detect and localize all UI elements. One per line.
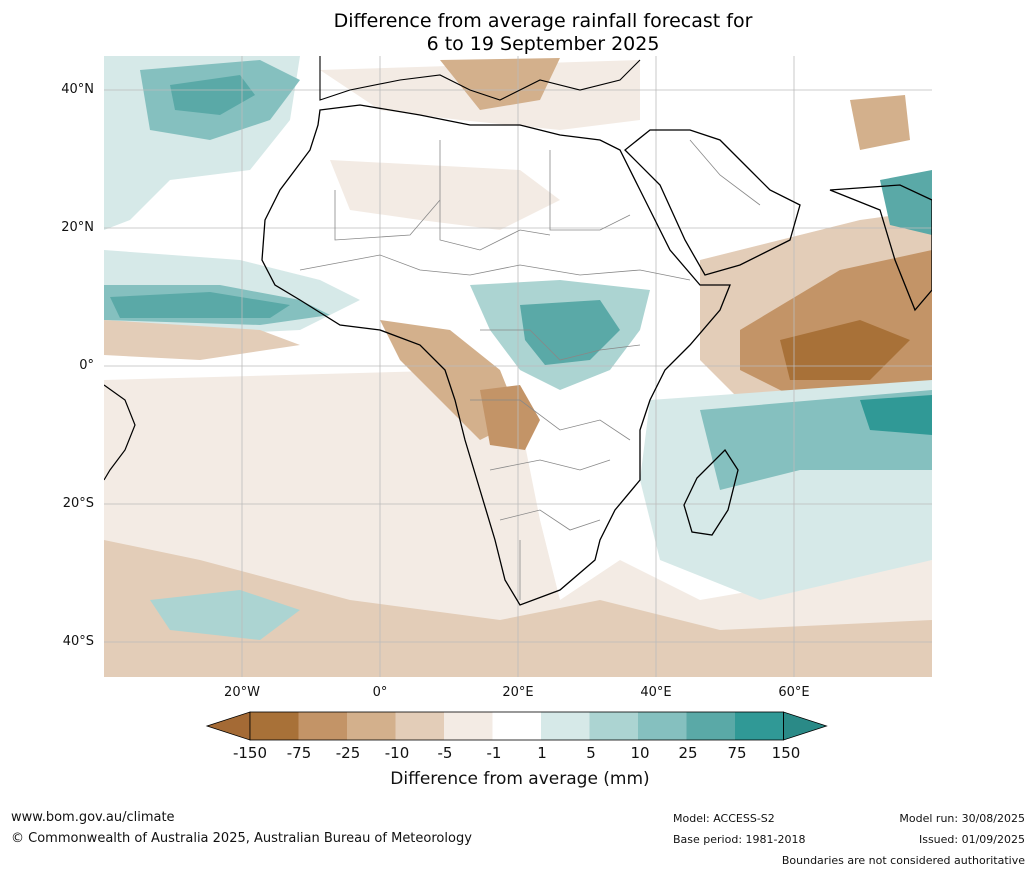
colorbar-segment (638, 712, 687, 740)
model-run-date: Model run: 30/08/2025 (899, 812, 1025, 825)
colorbar-tick: 150 (771, 744, 801, 762)
longitude-label-20e: 20°E (502, 685, 534, 700)
central-africa-teal-region (520, 300, 620, 365)
north-atlantic-dark-teal-region (170, 75, 255, 115)
angola-coast-brown-region (480, 385, 540, 450)
anomaly-field (104, 56, 932, 677)
colorbar-segment (492, 712, 541, 740)
colorbar-arrow-low (205, 711, 251, 741)
indian-ocean-dark-teal-region (860, 395, 932, 435)
model-name: Model: ACCESS-S2 (673, 812, 775, 825)
latitude-label-equator: 0° (79, 358, 94, 373)
africa-coastline (261, 104, 731, 606)
arabian-peninsula-coastline (624, 129, 801, 276)
iran-brown-region (850, 95, 910, 150)
longitude-label-0: 0° (372, 685, 388, 700)
colorbar-segment (589, 712, 638, 740)
west-africa-coast-brown-region (104, 320, 300, 360)
colorbar-segment (735, 712, 784, 740)
issued-date: Issued: 01/09/2025 (918, 833, 1025, 846)
colorbar-tick: -75 (286, 744, 312, 762)
colorbar-segment (395, 712, 444, 740)
colorbar-tick: 25 (678, 744, 698, 762)
latitude-label-40s: 40°S (62, 634, 94, 649)
colorbar (205, 711, 828, 741)
colorbar-border (249, 711, 784, 741)
copyright-text: © Commonwealth of Australia 2025, Austra… (11, 831, 472, 846)
longitude-label-40e: 40°E (640, 685, 672, 700)
madagascar-coastline (683, 448, 739, 536)
colorbar-arrow-high (783, 711, 828, 741)
india-coastline (829, 184, 932, 312)
latitude-label-20s: 20°S (62, 496, 94, 511)
arabian-sea-dark-brown-region (780, 320, 910, 380)
mediterranean-brown-region (440, 58, 560, 110)
colorbar-tick: -5 (437, 744, 453, 762)
bay-of-bengal-teal-region (880, 170, 932, 235)
longitude-label-20w: 20°W (224, 685, 260, 700)
europe-coastline (319, 56, 641, 101)
colorbar-segment (541, 712, 590, 740)
national-borders (299, 139, 761, 600)
colorbar-tick: -25 (335, 744, 361, 762)
gridlines (104, 56, 932, 677)
latitude-label-40n: 40°N (61, 82, 94, 97)
tropical-atlantic-dark-teal-band (110, 292, 290, 318)
south-atlantic-teal-band (150, 590, 300, 640)
colorbar-segment (298, 712, 347, 740)
colorbar-segment (347, 712, 396, 740)
colorbar-tick: 10 (630, 744, 650, 762)
map-title-line-2: 6 to 19 September 2025 (426, 33, 660, 55)
colorbar-tick: -10 (384, 744, 410, 762)
map-title-line-1: Difference from average rainfall forecas… (333, 10, 753, 32)
colorbar-tick: 75 (727, 744, 747, 762)
sahara-light-brown-region (330, 160, 560, 230)
colorbar-segment (444, 712, 493, 740)
south-america-coastline (104, 384, 136, 481)
boundaries-disclaimer: Boundaries are not considered authoritat… (781, 854, 1025, 867)
colorbar-label: Difference from average (mm) (390, 769, 650, 789)
longitude-label-60e: 60°E (778, 685, 810, 700)
latitude-label-20n: 20°N (61, 220, 94, 235)
colorbar-tick: -150 (232, 744, 268, 762)
website-link[interactable]: www.bom.gov.au/climate (11, 810, 175, 825)
colorbar-segment (250, 712, 299, 740)
colorbar-segment (686, 712, 735, 740)
colorbar-tick: 1 (537, 744, 547, 762)
southern-ocean-brown-band (104, 540, 932, 677)
base-period: Base period: 1981-2018 (673, 833, 806, 846)
colorbar-tick: -1 (486, 744, 502, 762)
colorbar-tick: 5 (586, 744, 596, 762)
